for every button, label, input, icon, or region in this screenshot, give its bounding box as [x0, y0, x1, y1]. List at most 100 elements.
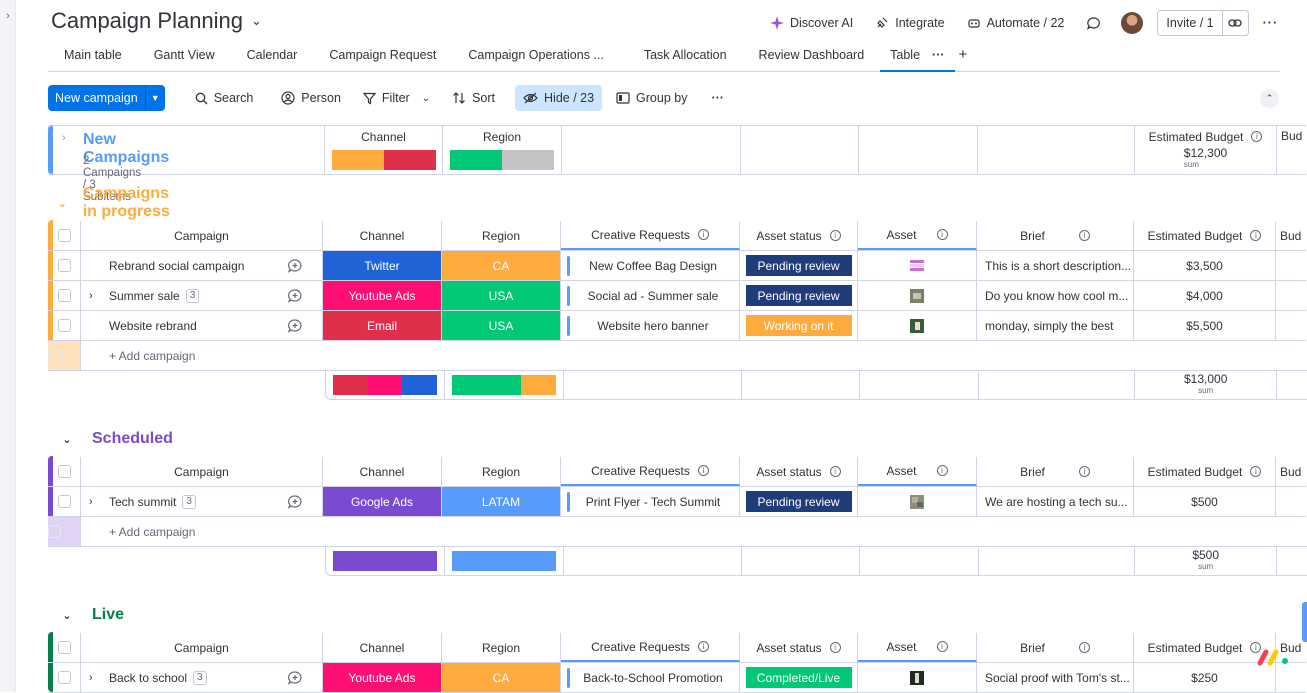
- table-row[interactable]: › Back to school 3 Youtube Ads CA Back-to-…: [48, 663, 1306, 693]
- campaign-name[interactable]: Summer sale: [109, 288, 180, 303]
- invite-button[interactable]: Invite / 1: [1157, 10, 1249, 36]
- info-icon[interactable]: i: [1250, 642, 1262, 653]
- person-filter-button[interactable]: Person: [273, 85, 349, 111]
- tab-review-dashboard[interactable]: Review Dashboard: [758, 48, 865, 62]
- info-icon[interactable]: i: [697, 641, 709, 652]
- campaign-name[interactable]: Rebrand social campaign: [109, 258, 245, 273]
- channel-cell[interactable]: Email: [323, 311, 442, 340]
- brief-cell[interactable]: This is a short description...: [977, 251, 1134, 280]
- add-item-row[interactable]: + Add campaign: [48, 517, 1306, 547]
- group-title[interactable]: Scheduled: [92, 430, 173, 447]
- chevron-right-icon[interactable]: ›: [62, 132, 66, 144]
- group-header[interactable]: ⌄ Campaigns in progress: [48, 185, 178, 220]
- info-icon[interactable]: i: [936, 229, 948, 240]
- sort-button[interactable]: Sort: [444, 85, 503, 111]
- info-icon[interactable]: i: [829, 642, 841, 653]
- region-cell[interactable]: CA: [442, 663, 561, 692]
- creative-request-link[interactable]: Social ad - Summer sale: [587, 288, 719, 303]
- region-cell[interactable]: USA: [442, 311, 561, 340]
- automate-button[interactable]: Automate / 22: [967, 16, 1064, 30]
- channel-cell[interactable]: Youtube Ads: [323, 663, 442, 692]
- more-options-icon[interactable]: ···: [1262, 16, 1279, 30]
- brief-cell[interactable]: We are hosting a tech su...: [977, 487, 1134, 516]
- info-icon[interactable]: i: [697, 229, 709, 240]
- creative-request-link[interactable]: Back-to-School Promotion: [583, 670, 723, 685]
- chevron-right-icon[interactable]: ›: [89, 671, 93, 684]
- chevron-down-icon[interactable]: ⌄: [251, 13, 262, 28]
- tab-table[interactable]: Table ···: [880, 40, 955, 72]
- chevron-down-icon[interactable]: ⌄: [62, 609, 72, 622]
- info-icon[interactable]: i: [1250, 230, 1262, 241]
- add-campaign-input[interactable]: + Add campaign: [109, 348, 196, 363]
- add-item-row[interactable]: + Add campaign: [48, 341, 1306, 371]
- group-header[interactable]: ⌄ Live: [48, 604, 124, 626]
- creative-request-link[interactable]: Print Flyer - Tech Summit: [585, 494, 721, 509]
- group-header[interactable]: ⌄ Scheduled: [48, 428, 173, 450]
- brief-cell[interactable]: Do you know how cool m...: [977, 281, 1134, 310]
- region-cell[interactable]: CA: [442, 251, 561, 280]
- info-icon[interactable]: i: [1078, 466, 1090, 477]
- select-all-checkbox[interactable]: [48, 633, 81, 662]
- budget-cut-cell[interactable]: [1276, 487, 1306, 516]
- chevron-down-icon[interactable]: ▼: [144, 85, 165, 111]
- add-update-icon[interactable]: [268, 663, 323, 692]
- new-campaign-button[interactable]: New campaign ▼: [48, 85, 165, 111]
- group-title[interactable]: Live: [92, 606, 125, 623]
- campaign-name-cell[interactable]: Rebrand social campaign: [81, 251, 268, 280]
- budget-cell[interactable]: $250: [1134, 663, 1276, 692]
- asset-status-cell[interactable]: Working on it: [740, 311, 858, 340]
- budget-cut-cell[interactable]: [1276, 311, 1306, 340]
- group-title[interactable]: New Campaigns: [83, 131, 170, 166]
- creative-request-cell[interactable]: Back-to-School Promotion: [561, 663, 740, 692]
- tab-calendar[interactable]: Calendar: [246, 48, 298, 62]
- info-icon[interactable]: i: [829, 230, 841, 241]
- channel-cell[interactable]: Youtube Ads: [323, 281, 442, 310]
- tab-options-icon[interactable]: ···: [932, 48, 945, 62]
- asset-cell[interactable]: [858, 487, 977, 516]
- toolbar-more-icon[interactable]: ···: [711, 91, 724, 105]
- region-cell[interactable]: LATAM: [442, 487, 561, 516]
- row-checkbox[interactable]: [48, 487, 81, 516]
- expand-sidebar-icon[interactable]: ›: [6, 10, 10, 22]
- add-update-icon[interactable]: [268, 281, 323, 310]
- side-panel-tab[interactable]: [1302, 602, 1307, 642]
- asset-thumbnail-icon[interactable]: [910, 259, 924, 273]
- budget-cell[interactable]: $3,500: [1134, 251, 1276, 280]
- campaign-name[interactable]: Website rebrand: [109, 318, 197, 333]
- creative-request-cell[interactable]: Website hero banner: [561, 311, 740, 340]
- creative-request-cell[interactable]: Social ad - Summer sale: [561, 281, 740, 310]
- row-checkbox[interactable]: [48, 311, 81, 340]
- add-view-button[interactable]: +: [958, 46, 968, 63]
- hide-columns-button[interactable]: Hide / 23: [515, 85, 603, 111]
- creative-request-link[interactable]: New Coffee Bag Design: [589, 258, 717, 273]
- chevron-down-icon[interactable]: ⌄: [421, 92, 431, 104]
- group-title[interactable]: Campaigns in progress: [82, 185, 170, 220]
- integrate-button[interactable]: Integrate: [875, 16, 945, 30]
- asset-status-cell[interactable]: Pending review: [740, 251, 858, 280]
- asset-cell[interactable]: [858, 663, 977, 692]
- row-checkbox[interactable]: [48, 281, 81, 310]
- creative-request-cell[interactable]: New Coffee Bag Design: [561, 251, 740, 280]
- chevron-down-icon[interactable]: ⌄: [57, 197, 67, 210]
- filter-button[interactable]: Filter ⌄: [355, 85, 438, 111]
- chevron-down-icon[interactable]: ⌄: [62, 433, 72, 446]
- budget-cut-cell[interactable]: [1276, 281, 1306, 310]
- channel-cell[interactable]: Twitter: [323, 251, 442, 280]
- board-title[interactable]: Campaign Planning ⌄: [51, 8, 262, 34]
- collapse-header-icon[interactable]: ⌃: [1260, 89, 1279, 108]
- channel-cell[interactable]: Google Ads: [323, 487, 442, 516]
- info-icon[interactable]: i: [1078, 230, 1090, 241]
- campaign-name-cell[interactable]: › Tech summit 3: [81, 487, 268, 516]
- asset-thumbnail-icon[interactable]: [910, 318, 924, 333]
- info-icon[interactable]: i: [1251, 131, 1263, 142]
- table-row[interactable]: › Summer sale 3 Youtube Ads USA Social ad …: [48, 281, 1306, 311]
- asset-thumbnail-icon[interactable]: [910, 288, 924, 303]
- asset-status-cell[interactable]: Completed/Live: [740, 663, 858, 692]
- asset-thumbnail-icon[interactable]: [910, 670, 924, 685]
- info-icon[interactable]: i: [936, 641, 948, 652]
- chevron-right-icon[interactable]: ›: [89, 495, 93, 508]
- discover-ai-button[interactable]: Discover AI: [770, 16, 853, 30]
- brief-cell[interactable]: monday, simply the best: [977, 311, 1134, 340]
- asset-cell[interactable]: [858, 311, 977, 340]
- add-update-icon[interactable]: [268, 487, 323, 516]
